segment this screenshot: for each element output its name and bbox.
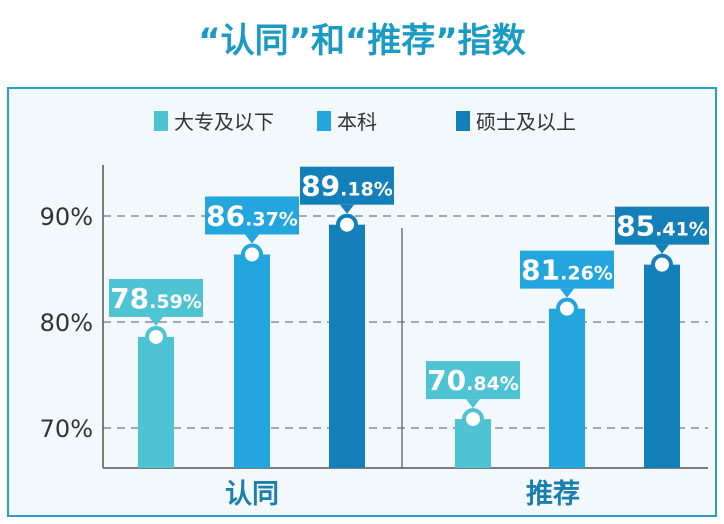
data-label-pointer <box>466 399 480 409</box>
bar <box>234 254 270 468</box>
legend-swatch <box>456 111 470 131</box>
data-label: 85.41% <box>616 210 708 243</box>
y-tick-label: 80% <box>40 309 93 337</box>
data-label: 78.59% <box>110 282 202 315</box>
data-label: 81.26% <box>521 254 613 287</box>
category-label: 推荐 <box>526 479 580 510</box>
data-label-pointer <box>340 204 354 214</box>
data-label: 70.84% <box>427 364 519 397</box>
y-tick-label: 90% <box>40 203 93 231</box>
legend-label: 大专及以下 <box>174 110 274 134</box>
data-label-pointer <box>560 288 574 298</box>
bar-marker <box>462 408 484 431</box>
data-label-pointer <box>655 244 669 254</box>
bar-marker <box>336 213 358 236</box>
data-label-box <box>520 250 614 289</box>
data-label-pointer <box>149 316 163 326</box>
bar-marker <box>556 297 578 320</box>
category-label: 认同 <box>225 479 279 510</box>
legend-label: 硕士及以上 <box>476 110 576 134</box>
legend-swatch <box>317 111 331 131</box>
bar <box>644 264 680 468</box>
legend: 大专及以下 本科 硕士及以上 <box>154 110 576 134</box>
data-label-box <box>426 361 520 400</box>
bar <box>549 308 585 468</box>
bar-marker <box>145 325 167 348</box>
legend-label: 本科 <box>337 110 377 134</box>
bar <box>329 224 365 468</box>
y-tick-label: 70% <box>40 415 93 443</box>
category-labels: 认同 推荐 <box>225 479 580 510</box>
bar-marker <box>241 243 263 266</box>
data-label-box <box>109 278 203 317</box>
data-label: 86.37% <box>206 199 298 232</box>
bars <box>138 213 680 468</box>
data-label-box <box>300 166 394 205</box>
legend-swatch <box>154 111 168 131</box>
data-label: 89.18% <box>301 170 393 203</box>
chart-title: “认同”和“推荐”指数 <box>198 21 525 61</box>
axes: 70% 80% 90% <box>40 165 708 469</box>
bar <box>138 336 174 468</box>
gridlines <box>103 215 708 429</box>
data-label-pointer <box>245 234 259 244</box>
data-label-box <box>205 196 299 235</box>
data-labels: 78.59% 70.84% 86.37% 81.26% 89.18% 85.41% <box>109 166 709 409</box>
bar-marker <box>651 253 673 276</box>
data-label-box <box>615 206 709 245</box>
